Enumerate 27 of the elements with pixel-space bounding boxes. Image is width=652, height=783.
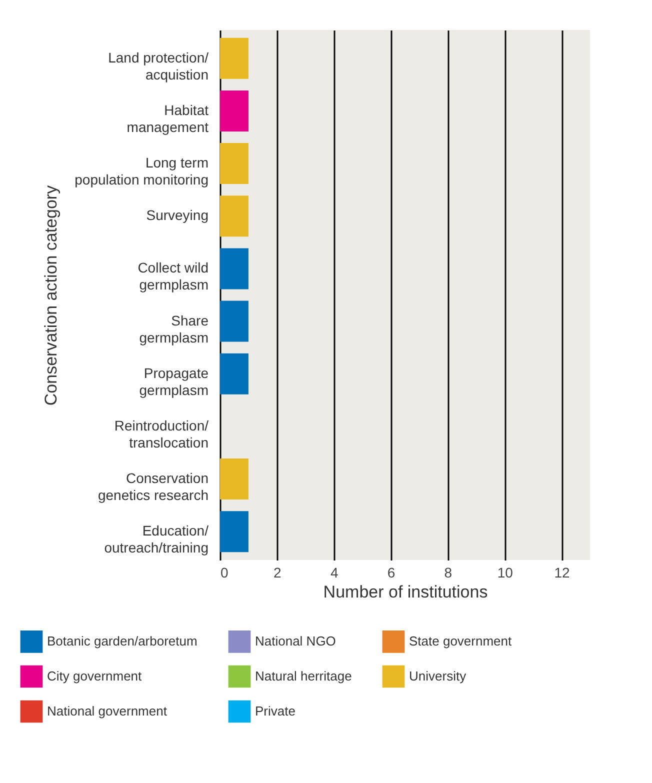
legend-label: University: [409, 668, 467, 684]
y-tick-label: Propagate germplasm: [139, 364, 209, 398]
x-tick-label: 4: [330, 564, 338, 580]
y-tick-label: Education/ outreach/training: [104, 522, 209, 556]
legend-label: National government: [47, 704, 168, 718]
y-tick-label: Collect wild germplasm: [138, 260, 208, 293]
legend-label: Botanic garden/arboretum: [47, 634, 198, 649]
x-tick-label: 10: [497, 564, 514, 580]
legend-label: State government: [409, 634, 512, 649]
legend-label: National NGO: [255, 634, 336, 649]
x-tick-label: 0: [220, 564, 228, 580]
y-tick-label: Surveying: [146, 207, 208, 224]
x-tick-label: 6: [387, 564, 396, 580]
x-tick-label: 12: [554, 564, 570, 580]
y-tick-label: Share germplasm: [139, 312, 209, 346]
x-tick-label: 2: [274, 564, 282, 580]
y-tick-label: Reintroduction/ translocation: [114, 417, 209, 450]
y-tick-label: Land protection/ acquistion: [108, 49, 209, 82]
x-axis-title: Number of institutions: [323, 582, 488, 602]
legend-label: Natural herritage: [255, 668, 352, 684]
x-tick-label: 8: [444, 564, 452, 580]
y-axis-title: Conservation action category: [42, 184, 61, 406]
legend-label: City government: [47, 668, 142, 684]
legend-label: Private: [255, 704, 296, 718]
y-tick-label: Conservation genetics research: [98, 470, 208, 504]
y-tick-label: Habitat management: [126, 102, 209, 135]
y-tick-label: Long term population monitoring: [74, 154, 208, 188]
